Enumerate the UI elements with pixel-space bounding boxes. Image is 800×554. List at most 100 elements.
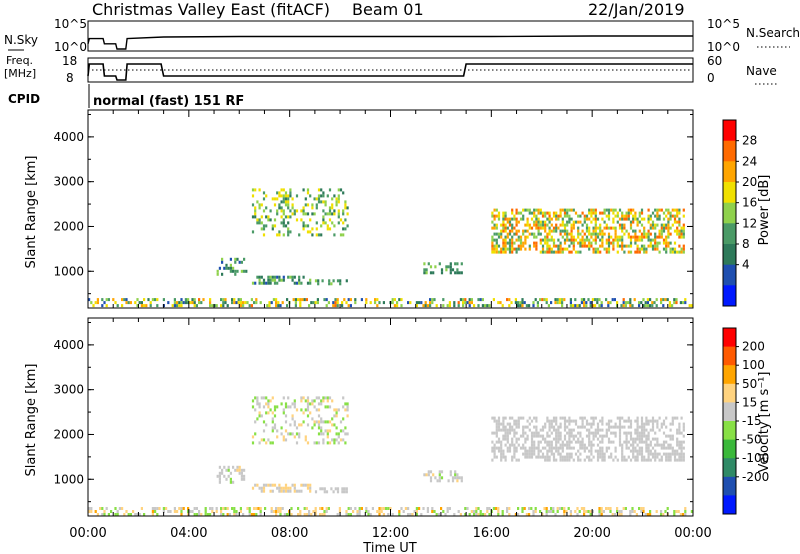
data-cell — [519, 446, 523, 450]
data-cell — [642, 298, 645, 302]
data-cell — [457, 304, 460, 308]
data-cell — [345, 513, 348, 516]
data-cell — [519, 434, 523, 438]
data-cell — [631, 510, 634, 513]
data-cell — [243, 477, 246, 481]
data-cell — [251, 435, 255, 439]
data-cell — [544, 458, 547, 462]
data-cell — [275, 507, 278, 510]
data-cell — [365, 510, 368, 513]
data-cell — [676, 211, 679, 215]
data-cell — [599, 244, 602, 248]
data-cell — [425, 268, 428, 272]
data-cell — [673, 220, 677, 224]
colorbar-tick-label: 4 — [742, 258, 750, 272]
data-cell — [335, 432, 338, 436]
data-cell — [304, 212, 307, 216]
data-cell — [647, 455, 650, 459]
data-cell — [506, 449, 509, 453]
data-cell — [570, 428, 573, 432]
data-cell — [634, 229, 637, 233]
colorbar-tick-label: 15 — [742, 395, 757, 409]
data-cell — [623, 244, 626, 248]
data-cell — [447, 479, 450, 483]
data-cell — [539, 434, 542, 438]
data-cell — [557, 217, 560, 221]
data-cell — [581, 223, 584, 227]
data-cell — [654, 431, 657, 435]
data-cell — [607, 304, 610, 308]
data-cell — [632, 455, 635, 459]
data-cell — [621, 229, 624, 233]
data-cell — [262, 420, 266, 424]
data-cell — [526, 419, 529, 423]
data-cell — [669, 446, 672, 450]
data-cell — [284, 405, 288, 409]
data-cell — [326, 212, 329, 216]
data-cell — [293, 420, 296, 424]
data-cell — [588, 226, 591, 230]
data-cell — [651, 226, 655, 230]
data-cell — [493, 452, 496, 456]
data-cell — [603, 452, 606, 456]
data-cell — [280, 426, 283, 430]
data-cell — [594, 235, 597, 239]
data-cell — [640, 422, 644, 426]
data-cell — [235, 301, 238, 305]
data-cell — [548, 458, 551, 462]
data-cell — [656, 425, 659, 429]
data-cell — [673, 513, 676, 516]
data-cell — [548, 226, 551, 230]
data-cell — [356, 513, 359, 516]
data-cell — [195, 304, 198, 308]
data-cell — [506, 422, 509, 426]
data-cell — [324, 396, 327, 400]
data-cell — [511, 443, 514, 447]
data-cell — [583, 220, 586, 224]
data-cell — [337, 194, 340, 198]
data-cell — [300, 408, 303, 412]
data-cell — [618, 431, 622, 435]
data-cell — [378, 513, 381, 516]
data-cell — [218, 266, 221, 270]
data-cell — [317, 402, 321, 406]
x-tick-label: 04:00 — [170, 526, 207, 541]
data-cell — [662, 223, 666, 227]
data-cell — [342, 221, 345, 225]
data-cell — [271, 224, 274, 228]
data-cell — [116, 510, 119, 513]
data-cell — [645, 422, 648, 426]
data-cell — [276, 429, 279, 433]
data-cell — [493, 208, 496, 212]
data-cell — [114, 507, 117, 510]
data-cell — [270, 507, 273, 510]
data-cell — [557, 250, 560, 254]
data-cell — [671, 446, 674, 450]
data-cell — [156, 507, 159, 510]
data-cell — [607, 446, 611, 450]
data-cell — [215, 304, 218, 308]
data-cell — [523, 301, 526, 305]
data-cell — [607, 428, 611, 432]
data-cell — [556, 301, 559, 305]
data-cell — [577, 425, 580, 429]
data-cell — [654, 226, 657, 230]
data-cell — [287, 206, 290, 210]
data-cell — [598, 507, 601, 510]
data-cell — [320, 432, 323, 436]
data-cell — [345, 490, 348, 494]
data-cell — [555, 214, 558, 218]
data-cell — [592, 208, 595, 212]
data-cell — [559, 247, 562, 251]
data-cell — [96, 298, 99, 302]
data-cell — [678, 250, 681, 254]
data-cell — [636, 223, 639, 227]
data-cell — [273, 278, 277, 282]
data-cell — [506, 217, 509, 221]
data-cell — [322, 209, 325, 213]
data-cell — [563, 214, 567, 218]
data-cell — [665, 214, 668, 218]
data-cell — [594, 428, 597, 432]
data-cell — [222, 298, 225, 302]
data-cell — [678, 208, 681, 212]
